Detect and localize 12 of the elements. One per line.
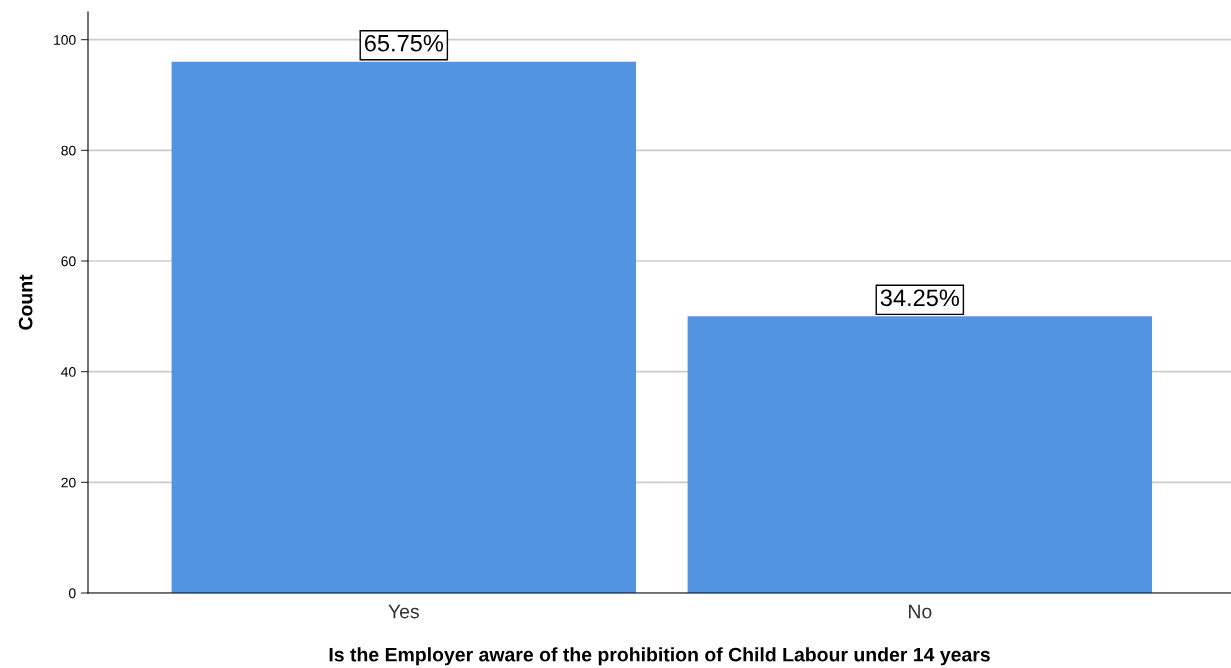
annotation: 34.25% (880, 289, 960, 307)
x-tick-label: No (909, 604, 932, 619)
y-tick-label: 40 (61, 367, 76, 377)
y-tick-label: 20 (61, 477, 76, 488)
y-axis-title: Count (18, 274, 33, 330)
annotation: 65.75% (364, 34, 444, 52)
y-tick-label: 0 (69, 588, 76, 599)
y-tick-label: 60 (61, 256, 76, 267)
y-tick-label: 100 (54, 35, 76, 45)
y-tick-label: 80 (61, 145, 76, 156)
x-axis-title: Is the Employer aware of the prohibition of Child Labour under 14 years (329, 647, 990, 666)
x-tick-label: Yes (388, 604, 419, 619)
